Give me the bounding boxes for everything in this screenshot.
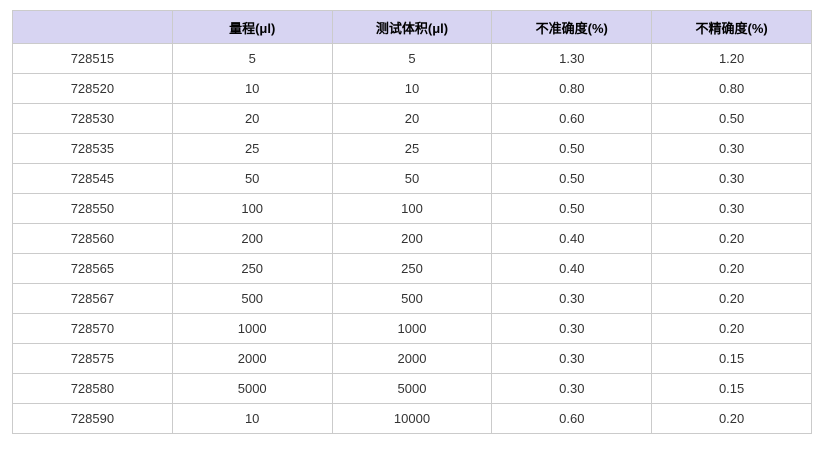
product-code-cell: 728545 bbox=[12, 163, 173, 194]
table-cell: 500 bbox=[171, 283, 333, 314]
table-cell: 0.20 bbox=[651, 283, 812, 314]
column-header-inaccuracy: 不准确度(%) bbox=[491, 10, 653, 44]
table-cell: 0.30 bbox=[491, 343, 653, 374]
product-code-cell: 728515 bbox=[12, 43, 173, 74]
table-cell: 10000 bbox=[331, 403, 493, 434]
table-cell: 2000 bbox=[171, 343, 333, 374]
table-row: 728575 2000 2000 0.30 0.15 bbox=[12, 343, 812, 374]
table-cell: 100 bbox=[331, 193, 493, 224]
table-cell: 50 bbox=[171, 163, 333, 194]
table-cell: 25 bbox=[171, 133, 333, 164]
table-header: 量程(μl) 测试体积(μl) 不准确度(%) 不精确度(%) bbox=[12, 10, 812, 44]
table-cell: 5 bbox=[331, 43, 493, 74]
table-row: 728530 20 20 0.60 0.50 bbox=[12, 103, 812, 134]
table-cell: 20 bbox=[331, 103, 493, 134]
table-row: 728580 5000 5000 0.30 0.15 bbox=[12, 373, 812, 404]
table-cell: 500 bbox=[331, 283, 493, 314]
table-cell: 50 bbox=[331, 163, 493, 194]
product-code-cell: 728520 bbox=[12, 73, 173, 104]
table-cell: 0.80 bbox=[491, 73, 653, 104]
table-cell: 250 bbox=[171, 253, 333, 284]
product-code-cell: 728590 bbox=[12, 403, 173, 434]
column-header-test-volume: 测试体积(μl) bbox=[331, 10, 493, 44]
column-header-range: 量程(μl) bbox=[171, 10, 333, 44]
table-cell: 25 bbox=[331, 133, 493, 164]
table-cell: 0.20 bbox=[651, 253, 812, 284]
table-row: 728560 200 200 0.40 0.20 bbox=[12, 223, 812, 254]
product-code-cell: 728575 bbox=[12, 343, 173, 374]
table-row: 728535 25 25 0.50 0.30 bbox=[12, 133, 812, 164]
table-cell: 250 bbox=[331, 253, 493, 284]
table-cell: 1000 bbox=[331, 313, 493, 344]
table-cell: 10 bbox=[171, 73, 333, 104]
product-code-cell: 728580 bbox=[12, 373, 173, 404]
table-cell: 0.30 bbox=[651, 163, 812, 194]
table-cell: 0.15 bbox=[651, 373, 812, 404]
table-cell: 5 bbox=[171, 43, 333, 74]
product-code-cell: 728550 bbox=[12, 193, 173, 224]
table-row: 728520 10 10 0.80 0.80 bbox=[12, 73, 812, 104]
table-cell: 0.50 bbox=[491, 133, 653, 164]
table-row: 728565 250 250 0.40 0.20 bbox=[12, 253, 812, 284]
table-cell: 0.30 bbox=[491, 313, 653, 344]
table-cell: 200 bbox=[171, 223, 333, 254]
table-row: 728545 50 50 0.50 0.30 bbox=[12, 163, 812, 194]
product-code-cell: 728530 bbox=[12, 103, 173, 134]
table-cell: 1.30 bbox=[491, 43, 653, 74]
table-cell: 0.50 bbox=[491, 193, 653, 224]
product-code-cell: 728560 bbox=[12, 223, 173, 254]
table-cell: 0.30 bbox=[651, 133, 812, 164]
table-cell: 0.40 bbox=[491, 253, 653, 284]
table-cell: 0.40 bbox=[491, 223, 653, 254]
table-row: 728567 500 500 0.30 0.20 bbox=[12, 283, 812, 314]
table-cell: 5000 bbox=[331, 373, 493, 404]
table-cell: 0.30 bbox=[491, 373, 653, 404]
table-row: 728590 10 10000 0.60 0.20 bbox=[12, 403, 812, 434]
table-row: 728515 5 5 1.30 1.20 bbox=[12, 43, 812, 74]
table-cell: 0.15 bbox=[651, 343, 812, 374]
column-header-imprecision: 不精确度(%) bbox=[651, 10, 812, 44]
table-cell: 0.60 bbox=[491, 403, 653, 434]
specs-table-container: 量程(μl) 测试体积(μl) 不准确度(%) 不精确度(%) 728515 5 5… bbox=[12, 10, 812, 434]
table-cell: 0.60 bbox=[491, 103, 653, 134]
table-cell: 0.20 bbox=[651, 223, 812, 254]
table-cell: 200 bbox=[331, 223, 493, 254]
product-code-cell: 728567 bbox=[12, 283, 173, 314]
table-cell: 2000 bbox=[331, 343, 493, 374]
column-header-product-code bbox=[12, 10, 173, 44]
table-body: 728515 5 5 1.30 1.20 728520 10 10 0.80 0.80 728530… bbox=[12, 43, 812, 434]
product-code-cell: 728535 bbox=[12, 133, 173, 164]
table-cell: 20 bbox=[171, 103, 333, 134]
table-row: 728550 100 100 0.50 0.30 bbox=[12, 193, 812, 224]
table-cell: 0.50 bbox=[651, 103, 812, 134]
product-code-cell: 728565 bbox=[12, 253, 173, 284]
table-cell: 100 bbox=[171, 193, 333, 224]
table-cell: 10 bbox=[331, 73, 493, 104]
pipette-specs-table: 量程(μl) 测试体积(μl) 不准确度(%) 不精确度(%) 728515 5 5… bbox=[12, 10, 812, 434]
table-cell: 0.30 bbox=[651, 193, 812, 224]
table-cell: 0.20 bbox=[651, 313, 812, 344]
table-cell: 1.20 bbox=[651, 43, 812, 74]
product-code-cell: 728570 bbox=[12, 313, 173, 344]
table-cell: 1000 bbox=[171, 313, 333, 344]
table-cell: 10 bbox=[171, 403, 333, 434]
table-cell: 0.30 bbox=[491, 283, 653, 314]
table-cell: 0.20 bbox=[651, 403, 812, 434]
table-cell: 0.80 bbox=[651, 73, 812, 104]
header-row: 量程(μl) 测试体积(μl) 不准确度(%) 不精确度(%) bbox=[12, 10, 812, 44]
table-row: 728570 1000 1000 0.30 0.20 bbox=[12, 313, 812, 344]
table-cell: 5000 bbox=[171, 373, 333, 404]
table-cell: 0.50 bbox=[491, 163, 653, 194]
